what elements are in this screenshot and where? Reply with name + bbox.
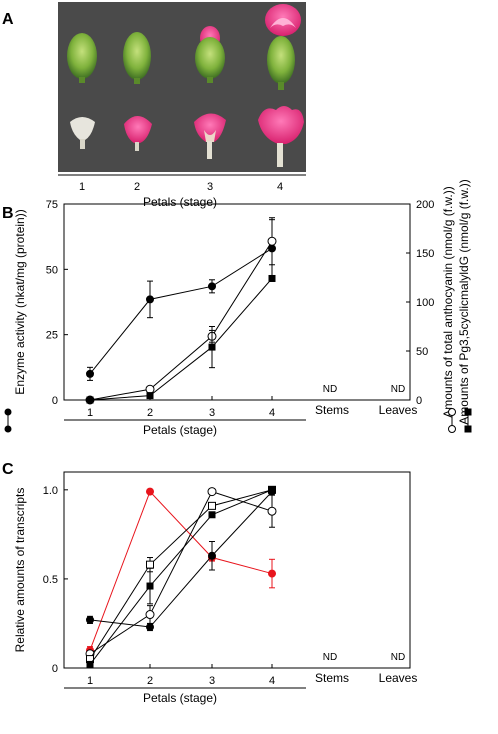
flower-photo (58, 2, 306, 172)
panel-b-legend-filled-circle (4, 408, 12, 433)
bud-stage-3 (195, 26, 225, 83)
y-tick-label-0: 0 (52, 395, 58, 407)
y2-tick-label-0: 0 (416, 395, 422, 407)
panel-b-x-axis: 1 2 3 4 (87, 396, 275, 419)
series-4-point-0 (86, 660, 94, 668)
series-3-line (89, 489, 273, 660)
panel-a-letter: A (2, 11, 14, 28)
y-tick-label-2: 1.0 (43, 485, 58, 497)
series-1-point-0 (86, 615, 94, 624)
panel-a-stage-label-4: 4 (277, 181, 283, 193)
y-tick-label-0: 0 (52, 663, 58, 675)
bud-stage-1 (67, 33, 97, 83)
panel-b-ylabel-right-1: Amounts of total anthocyanin (nmol/g (f.… (441, 186, 455, 417)
series-4-point-1 (146, 582, 154, 590)
panel-b-nd-leaves: ND (391, 384, 405, 395)
series-2-point-3 (268, 274, 276, 282)
series-2-line (89, 490, 273, 655)
series-4-line (89, 489, 273, 665)
series-1-point-1 (146, 623, 154, 632)
x-tick-label-3: 4 (269, 675, 275, 687)
y2-tick-label-1: 50 (416, 346, 428, 358)
y-tick-label-3: 75 (46, 199, 58, 211)
panel-c-xlabel: Petals (stage) (143, 691, 217, 705)
series-1-point-2 (208, 551, 216, 560)
petal-stage-2 (124, 116, 152, 151)
series-0-line (89, 490, 273, 651)
x-tick-label-1: 2 (147, 675, 153, 687)
panel-b-legend-filled-square (464, 408, 472, 433)
series-1-point-3 (267, 236, 277, 246)
panel-c-ylabel: Relative amounts of transcripts (13, 488, 27, 653)
series-1-line (89, 491, 273, 628)
series-2-line (89, 278, 273, 401)
panel-b-right-axis: 0 50 100 150 200 (406, 199, 434, 407)
panel-c-x-axis: 1 2 3 4 (87, 664, 275, 687)
series-0-point-2 (208, 282, 216, 291)
panel-b-nd-stems: ND (323, 384, 337, 395)
panel-b-xlabel: Petals (stage) (143, 423, 217, 437)
bud-stage-2 (123, 32, 151, 84)
panel-c-frame (63, 471, 411, 669)
y-tick-label-1: 25 (46, 330, 58, 342)
y2-tick-label-3: 150 (416, 248, 434, 260)
x-tick-label-0: 1 (87, 407, 93, 419)
panel-b-letter: B (2, 205, 14, 222)
series-4-point-3 (268, 486, 276, 494)
series-2-point-0 (86, 396, 94, 404)
panel-a-stage-label-3: 3 (207, 181, 213, 193)
panel-c-nd-leaves: ND (391, 652, 405, 663)
panel-b-legend-open-circle (448, 408, 456, 433)
panel-a-stage-label-1: 1 (79, 181, 85, 193)
series-3-point-2 (208, 501, 216, 510)
series-4-point-2 (208, 511, 216, 519)
series-2-point-3 (267, 506, 277, 516)
petal-stage-4 (258, 106, 304, 167)
petal-stage-1 (70, 117, 95, 149)
series-0-point-1 (146, 295, 154, 304)
panel-b-left-axis: 0 25 50 75 (46, 199, 68, 407)
series-2-point-1 (145, 610, 155, 620)
y2-tick-label-2: 100 (416, 297, 434, 309)
panel-c-letter: C (2, 461, 14, 478)
panel-a-xlabel: Petals (stage) (143, 195, 217, 209)
panel-b-series (85, 217, 277, 405)
y-tick-label-1: 0.5 (43, 574, 58, 586)
panel-c-series (85, 485, 277, 668)
x-tick-label-3: 4 (269, 407, 275, 419)
series-0-point-0 (86, 369, 94, 378)
panel-b-leaves-label: Leaves (379, 403, 418, 417)
panel-a-stage-label-2: 2 (134, 181, 140, 193)
panel-b-frame (63, 203, 411, 401)
panel-b-ylabel-right-2: Amounts of Pg3,5cyclicmalyldG (nmol/g (f… (457, 179, 471, 424)
series-2-point-1 (146, 392, 154, 400)
panel-c-leaves-label: Leaves (379, 671, 418, 685)
panel-c-left-axis: 0 0.5 1.0 (43, 485, 68, 675)
y-tick-label-2: 50 (46, 264, 58, 276)
petal-stage-3 (194, 113, 226, 159)
panel-a-stage-labels: 1 2 3 4 (79, 181, 283, 193)
series-2-point-2 (207, 487, 217, 497)
panel-b-ylabel-left: Enzyme activity (nkat/mg (protein)) (13, 209, 27, 394)
series-3-point-1 (146, 560, 154, 569)
panel-c-stems-label: Stems (315, 671, 349, 685)
series-0-line (89, 248, 273, 375)
series-0-point-1 (146, 487, 154, 496)
x-tick-label-2: 3 (209, 675, 215, 687)
y2-tick-label-4: 200 (416, 199, 434, 211)
panel-b-stems-label: Stems (315, 403, 349, 417)
panel-c-nd-stems: ND (323, 652, 337, 663)
series-2-point-2 (208, 343, 216, 351)
series-1-line (89, 240, 273, 401)
series-1-point-1 (145, 384, 155, 394)
x-tick-label-2: 3 (209, 407, 215, 419)
series-0-point-3 (268, 569, 276, 578)
x-tick-label-0: 1 (87, 675, 93, 687)
x-tick-label-1: 2 (147, 407, 153, 419)
bud-stage-4 (265, 4, 301, 90)
